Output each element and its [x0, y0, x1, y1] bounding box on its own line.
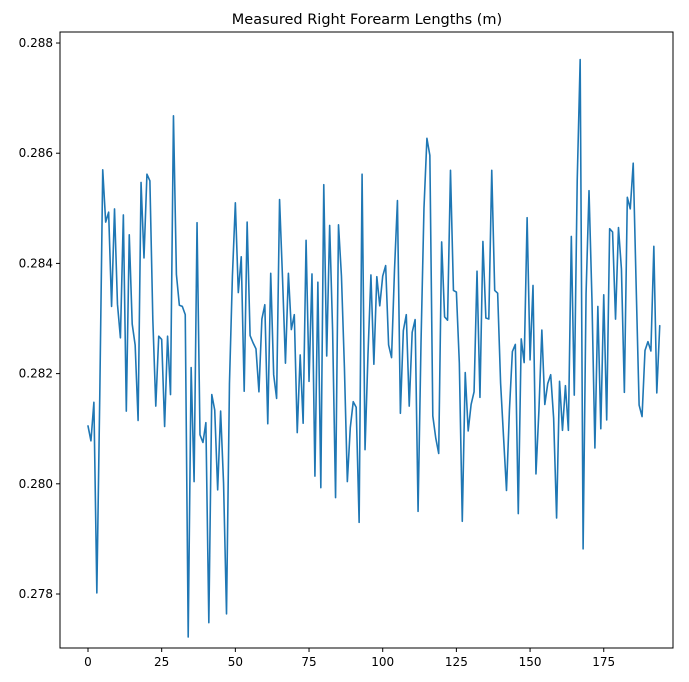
- x-tick-label: 100: [371, 655, 394, 669]
- y-tick-label: 0.282: [19, 367, 53, 381]
- y-tick-label: 0.284: [19, 256, 53, 270]
- axes-frame: [59, 31, 674, 649]
- series-line: [87, 58, 661, 638]
- y-tick-label: 0.278: [19, 587, 53, 601]
- x-tick-label: 175: [592, 655, 615, 669]
- y-tick-label: 0.286: [19, 146, 53, 160]
- x-tick-label: 150: [519, 655, 542, 669]
- x-tick-label: 50: [228, 655, 243, 669]
- y-tick-label: 0.288: [19, 36, 53, 50]
- chart-title: Measured Right Forearm Lengths (m): [232, 12, 502, 28]
- x-tick-label: 125: [445, 655, 468, 669]
- x-tick-label: 25: [154, 655, 169, 669]
- x-tick-label: 0: [84, 655, 92, 669]
- plot-area: 0 25 50 75 100 125 150 175 0.278 0.280 0.282 0.284 0…: [19, 31, 674, 669]
- x-tick-label: 75: [301, 655, 316, 669]
- y-tick-label: 0.280: [19, 477, 53, 491]
